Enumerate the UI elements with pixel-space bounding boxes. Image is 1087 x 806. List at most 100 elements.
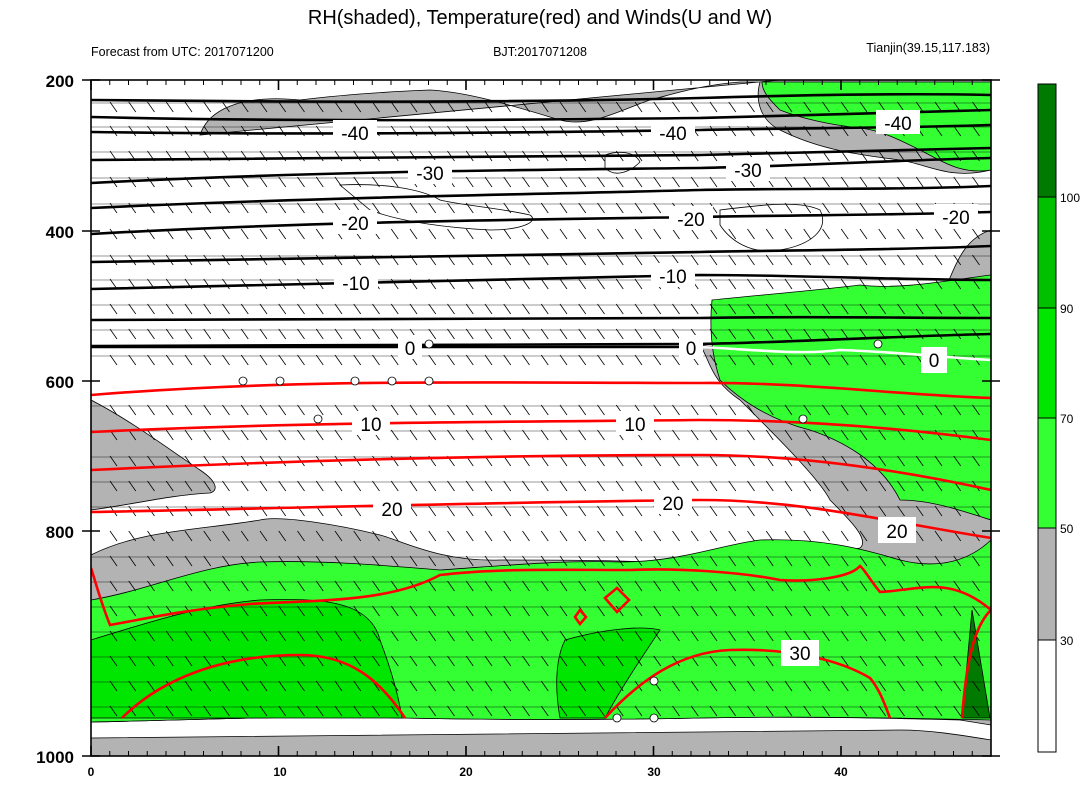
wind-barb bbox=[503, 328, 512, 340]
wind-barb bbox=[747, 505, 755, 517]
wind-barb bbox=[240, 176, 249, 188]
wind-barb bbox=[447, 630, 455, 642]
wind-barb bbox=[334, 680, 343, 692]
wind-barb bbox=[747, 328, 755, 340]
wind-barb bbox=[297, 655, 305, 667]
svg-text:10: 10 bbox=[624, 415, 645, 436]
wind-barb bbox=[315, 605, 324, 617]
wind-barb bbox=[878, 228, 887, 240]
wind-barb bbox=[278, 354, 287, 366]
wind-barb bbox=[165, 303, 174, 315]
wind-barb bbox=[915, 530, 924, 542]
wind-barb bbox=[259, 605, 268, 617]
wind-barb bbox=[259, 630, 268, 642]
wind-barb bbox=[503, 555, 512, 567]
wind-barb bbox=[259, 354, 268, 366]
x-tick-30: 30 bbox=[647, 765, 661, 779]
wind-barb bbox=[465, 630, 474, 642]
wind-barb bbox=[653, 328, 662, 340]
wind-barb bbox=[372, 101, 380, 113]
wind-barb bbox=[840, 705, 849, 717]
wind-barb bbox=[840, 278, 849, 290]
wind-barb bbox=[709, 404, 718, 416]
wind-barb bbox=[259, 480, 268, 492]
wind-barb bbox=[597, 303, 605, 315]
wind-barb bbox=[484, 125, 493, 137]
wind-barb bbox=[765, 480, 774, 492]
wind-barb bbox=[672, 530, 680, 542]
wind-barb bbox=[653, 101, 662, 113]
wind-barb bbox=[709, 705, 718, 717]
wind-barb bbox=[315, 480, 324, 492]
y-tick-1000: 1000 bbox=[36, 748, 74, 767]
wind-barb bbox=[803, 630, 812, 642]
wind-barb bbox=[953, 680, 962, 692]
wind-barb bbox=[615, 228, 624, 240]
wind-barb bbox=[897, 303, 905, 315]
wind-barb bbox=[165, 530, 174, 542]
wind-barb bbox=[240, 328, 249, 340]
wind-barb bbox=[915, 705, 924, 717]
wind-barb bbox=[540, 455, 549, 467]
wind-barb bbox=[390, 328, 399, 340]
wind-barb bbox=[747, 278, 755, 290]
wind-barb bbox=[259, 429, 268, 441]
wind-barb bbox=[372, 480, 380, 492]
wind-barb bbox=[278, 429, 287, 441]
wind-barb bbox=[428, 630, 437, 642]
wind-barb bbox=[372, 455, 380, 467]
wind-barb bbox=[184, 328, 193, 340]
wind-barb bbox=[765, 254, 774, 266]
x-tick-40: 40 bbox=[834, 765, 848, 779]
wind-barb bbox=[203, 555, 212, 567]
wind-barb bbox=[709, 303, 718, 315]
wind-barb bbox=[184, 429, 193, 441]
wind-barb bbox=[390, 605, 399, 617]
wind-barb bbox=[297, 404, 305, 416]
wind-barb bbox=[747, 455, 755, 467]
wind-barb bbox=[634, 354, 643, 366]
wind-barb bbox=[390, 404, 399, 416]
wind-barb bbox=[765, 555, 774, 567]
wind-barb bbox=[653, 605, 662, 617]
wind-barb bbox=[728, 278, 737, 290]
wind-barb bbox=[278, 705, 287, 717]
wind-barb bbox=[203, 630, 212, 642]
wind-barb bbox=[128, 630, 137, 642]
wind-barb bbox=[728, 125, 737, 137]
wind-barb bbox=[240, 480, 249, 492]
wind-barb bbox=[709, 150, 718, 162]
wind-barb bbox=[540, 680, 549, 692]
wind-barb bbox=[934, 705, 943, 717]
wind-barb bbox=[372, 630, 380, 642]
wind-barb bbox=[503, 404, 512, 416]
wind-barb bbox=[109, 125, 118, 137]
wind-barb bbox=[203, 655, 212, 667]
wind-barb bbox=[578, 176, 587, 188]
wind-barb bbox=[803, 328, 812, 340]
wind-barb bbox=[559, 680, 568, 692]
wind-barb bbox=[672, 303, 680, 315]
wind-barb bbox=[634, 202, 643, 214]
wind-barb bbox=[540, 303, 549, 315]
wind-barb bbox=[709, 530, 718, 542]
wind-barb bbox=[147, 429, 155, 441]
wind-barb bbox=[372, 328, 380, 340]
wind-barb bbox=[465, 655, 474, 667]
wind-barb bbox=[128, 101, 137, 113]
wind-barb bbox=[690, 505, 699, 517]
wind-barb bbox=[803, 429, 812, 441]
wind-barb bbox=[559, 480, 568, 492]
wind-barb bbox=[128, 354, 137, 366]
wind-barb bbox=[184, 101, 193, 113]
wind-barb bbox=[765, 505, 774, 517]
wind-barb bbox=[559, 630, 568, 642]
wind-barb bbox=[353, 328, 362, 340]
wind-barb bbox=[634, 705, 643, 717]
wind-barb bbox=[390, 101, 399, 113]
wind-barb bbox=[409, 630, 418, 642]
wind-barb bbox=[465, 680, 474, 692]
wind-barb bbox=[109, 655, 118, 667]
wind-barb bbox=[784, 101, 793, 113]
wind-barb bbox=[484, 555, 493, 567]
